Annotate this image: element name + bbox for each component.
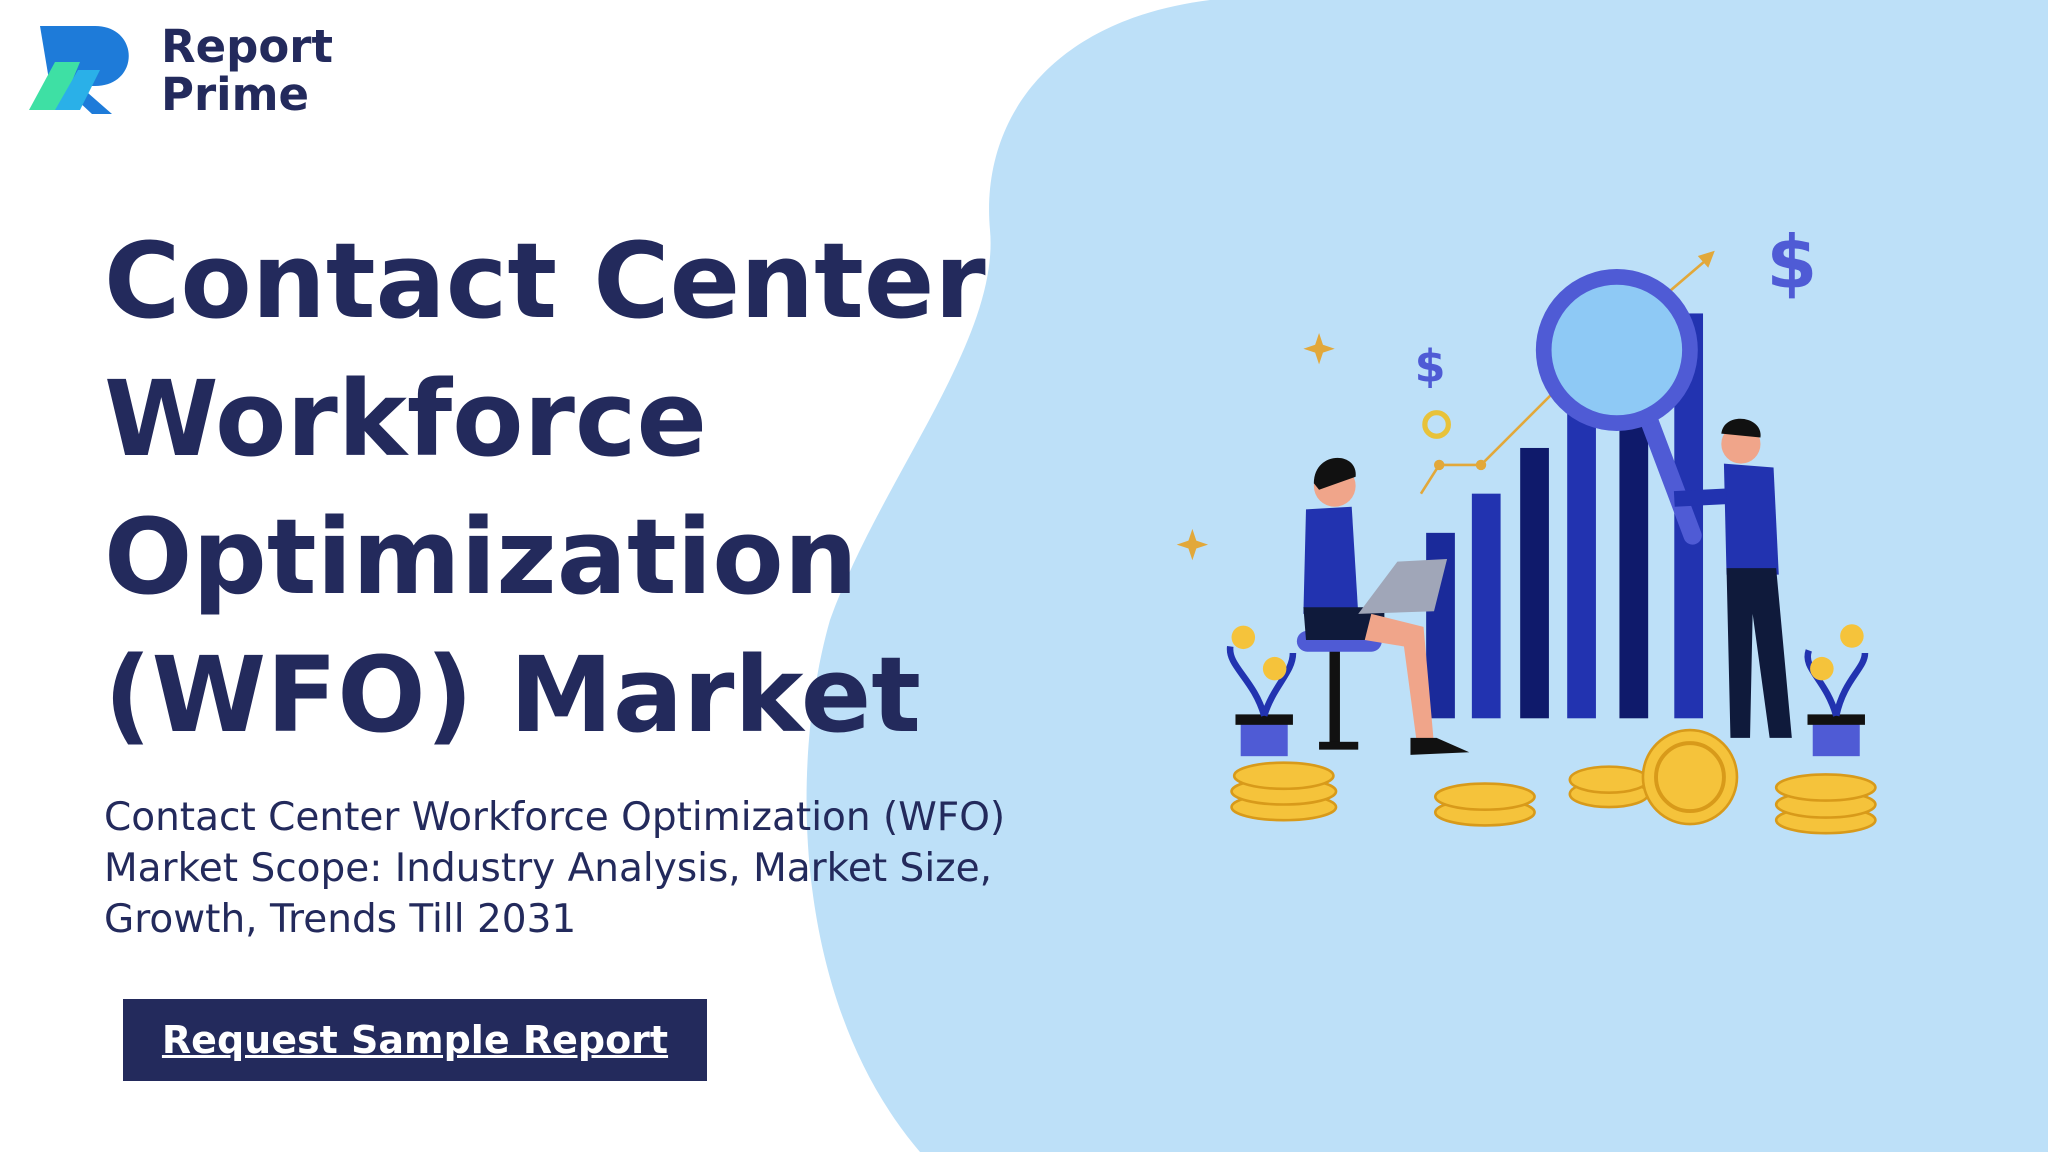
- illustration: $ $: [1176, 221, 1877, 835]
- currency-symbol: $: [1415, 342, 1446, 393]
- currency-symbol: $: [1766, 221, 1817, 306]
- logo-icon: [29, 26, 129, 114]
- logo-text: Prime: [161, 68, 310, 121]
- subtitle: Contact Center Workforce Optimization (W…: [104, 795, 1006, 942]
- request-sample-button[interactable]: Request Sample Report: [123, 999, 707, 1081]
- title-line: (WFO) Market: [104, 634, 922, 756]
- logo-text: Report: [161, 20, 334, 73]
- title: Contact Center Workforce Optimization (W…: [104, 212, 986, 764]
- title-line: Workforce: [104, 358, 708, 480]
- title-line: Contact Center: [104, 220, 986, 342]
- title-line: Optimization: [104, 496, 858, 618]
